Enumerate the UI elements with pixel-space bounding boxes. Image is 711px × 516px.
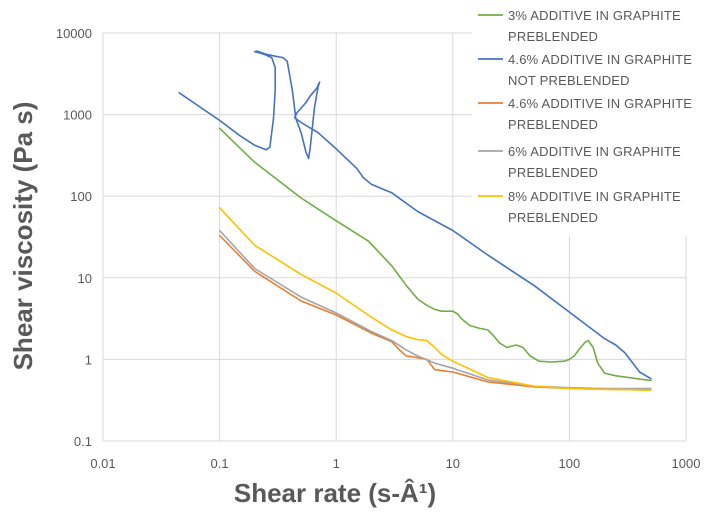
y-axis-title: Shear viscosity (Pa s) (8, 102, 38, 371)
y-tick-label: 100 (70, 189, 92, 204)
legend-label: 6% ADDITIVE IN GRAPHITE (508, 144, 681, 159)
x-tick-label: 0.01 (90, 456, 115, 471)
x-tick-label: 100 (559, 456, 581, 471)
legend-label: PREBLENDED (508, 210, 598, 225)
series-layer (178, 50, 652, 391)
legend-entry-4: 8% ADDITIVE IN GRAPHITE PREBLENDED (478, 189, 681, 225)
legend-label: NOT PREBLENDED (508, 73, 630, 88)
legend-background (472, 0, 711, 236)
x-tick-label: 0.1 (211, 456, 229, 471)
legend-entry-2: 4.6% ADDITIVE IN GRAPHITE PREBLENDED (478, 96, 692, 132)
y-tick-label: 10 (78, 271, 92, 286)
legend-label: 4.6% ADDITIVE IN GRAPHITE (508, 52, 692, 67)
tick-labels: 0.01 0.1 1 10 100 1000 0.1 1 10 100 1000 10000 (56, 26, 701, 471)
x-tick-label: 1 (333, 456, 340, 471)
x-tick-label: 10 (446, 456, 460, 471)
series-line-0 (218, 127, 652, 382)
legend-label: 4.6% ADDITIVE IN GRAPHITE (508, 96, 692, 111)
y-tick-label: 10000 (56, 26, 92, 41)
x-axis-title: Shear rate (s-Â¹) (234, 478, 436, 508)
legend-label: PREBLENDED (508, 117, 598, 132)
legend-entry-0: 3% ADDITIVE IN GRAPHITE PREBLENDED (478, 8, 681, 44)
legend-label: PREBLENDED (508, 165, 598, 180)
x-tick-label: 1000 (672, 456, 701, 471)
legend-label: PREBLENDED (508, 29, 598, 44)
legend-label: 8% ADDITIVE IN GRAPHITE (508, 189, 681, 204)
series-line-1 (178, 50, 652, 380)
y-tick-label: 1 (85, 352, 92, 367)
legend-label: 3% ADDITIVE IN GRAPHITE (508, 8, 681, 23)
series-line-4 (218, 207, 652, 391)
legend-entry-1: 4.6% ADDITIVE IN GRAPHITE NOT PREBLENDED (478, 52, 692, 88)
legend-entry-3: 6% ADDITIVE IN GRAPHITE PREBLENDED (478, 144, 681, 180)
y-tick-label: 1000 (63, 108, 92, 123)
y-tick-label: 0.1 (74, 434, 92, 449)
